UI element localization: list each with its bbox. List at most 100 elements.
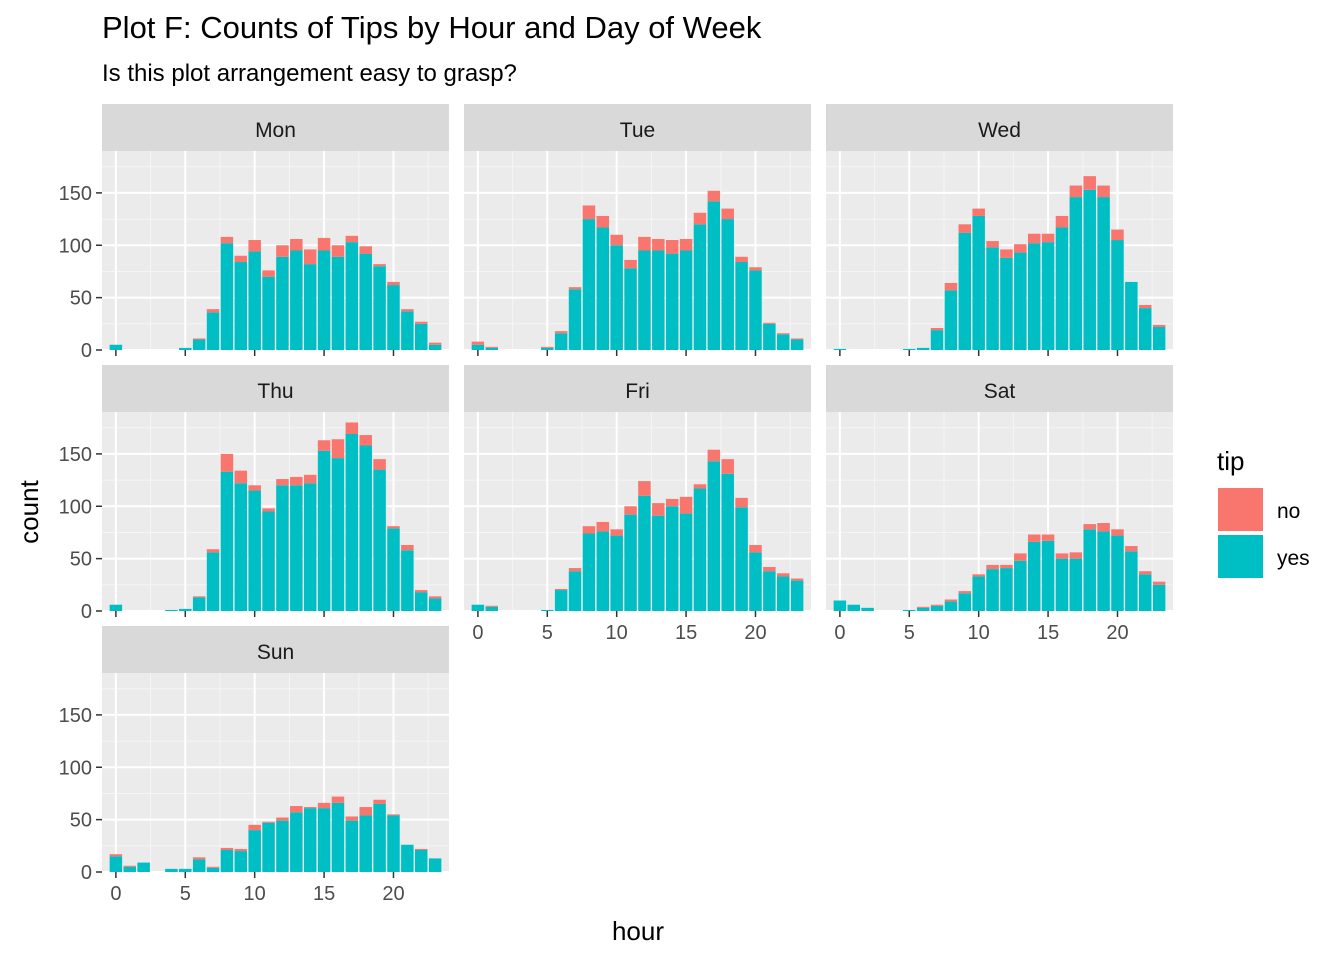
y-axis-title: count (14, 479, 44, 543)
bar-yes (428, 858, 442, 872)
bar-no (220, 236, 234, 244)
bar-yes (192, 597, 206, 611)
bar-yes (206, 867, 220, 872)
bar-no (958, 591, 972, 594)
bar-yes (1055, 558, 1069, 611)
bar-yes (1138, 308, 1152, 350)
bar-yes (610, 535, 623, 611)
bar-yes (790, 339, 804, 350)
bar-yes (847, 604, 861, 611)
bar-no (568, 287, 582, 290)
bar-yes (290, 812, 303, 872)
bar-yes (414, 592, 428, 611)
facet-label: Mon (255, 119, 296, 142)
bar-yes (833, 600, 847, 611)
bar-yes (387, 285, 400, 350)
bar-yes (721, 473, 734, 611)
bar-yes (234, 262, 248, 350)
bar-yes (1027, 243, 1041, 350)
bar-yes (276, 256, 289, 350)
bar-yes (541, 347, 554, 350)
bar-yes (763, 571, 776, 611)
bar-no (930, 604, 944, 606)
bar-yes (1152, 326, 1166, 350)
bar-yes (165, 868, 178, 872)
x-axis-title: hour (612, 916, 664, 946)
bar-no (944, 599, 958, 602)
bar-yes (1069, 558, 1083, 611)
bar-yes (1014, 560, 1027, 611)
bar-no (359, 807, 372, 816)
bar-yes (707, 461, 721, 611)
bar-yes (317, 450, 331, 611)
bar-yes (262, 822, 275, 872)
bar-no (596, 215, 610, 228)
bar-no (1000, 249, 1013, 258)
bar-no (638, 481, 651, 496)
bar-yes (206, 552, 220, 611)
bar-yes (986, 569, 999, 611)
bar-no (610, 529, 623, 536)
y-tick-label: 0 (81, 862, 92, 884)
bar-no (387, 281, 400, 286)
bar-yes (596, 227, 610, 350)
bar-no (317, 440, 331, 451)
bar-no (303, 249, 317, 265)
bar-no (192, 857, 206, 860)
bar-no (414, 321, 428, 324)
bar-yes (652, 515, 665, 611)
bar-no (1027, 534, 1041, 542)
bar-no (1041, 233, 1055, 243)
chart-subtitle: Is this plot arrangement easy to grasp? (102, 60, 517, 87)
y-tick-label: 150 (59, 183, 92, 205)
bar-yes (331, 802, 345, 872)
bar-yes (428, 598, 442, 611)
bar-yes (248, 490, 261, 611)
bar-yes (303, 483, 317, 611)
bar-yes (1041, 540, 1055, 611)
bar-yes (776, 334, 790, 350)
bar-yes (1027, 541, 1041, 611)
bar-no (721, 459, 734, 474)
bar-yes (290, 485, 303, 611)
bar-no (1000, 564, 1013, 569)
bar-no (401, 545, 414, 551)
bar-no (206, 866, 220, 868)
bar-yes (471, 344, 485, 350)
x-tick-label: 15 (313, 883, 335, 905)
bar-no (290, 806, 303, 813)
bar-no (303, 807, 317, 809)
bar-no (276, 817, 289, 821)
bar-no (1014, 553, 1027, 561)
bar-no (290, 476, 303, 486)
bar-no (679, 238, 693, 251)
bar-no (582, 205, 596, 220)
bar-no (707, 190, 721, 202)
bar-yes (749, 270, 762, 350)
bar-no (471, 341, 485, 345)
bar-yes (1000, 568, 1013, 611)
bar-yes (554, 333, 568, 350)
bar-no (220, 847, 234, 851)
bar-no (248, 240, 261, 252)
bar-no (1083, 524, 1096, 530)
bar-yes (541, 609, 554, 611)
bar-yes (206, 312, 220, 350)
bar-no (790, 578, 804, 581)
x-tick-label: 10 (968, 622, 990, 644)
y-tick-label: 50 (70, 288, 92, 310)
bar-no (763, 322, 776, 324)
bar-no (776, 333, 790, 335)
bar-no (638, 236, 651, 251)
bar-yes (220, 850, 234, 872)
bar-no (414, 848, 428, 851)
bar-yes (1111, 240, 1124, 350)
bar-no (1055, 553, 1069, 559)
bar-no (624, 506, 637, 515)
facet-strip (102, 626, 449, 673)
bar-no (930, 328, 944, 331)
bar-yes (582, 533, 596, 611)
legend-title: tip (1217, 446, 1244, 476)
bar-yes (262, 511, 275, 611)
bar-no (428, 342, 442, 345)
